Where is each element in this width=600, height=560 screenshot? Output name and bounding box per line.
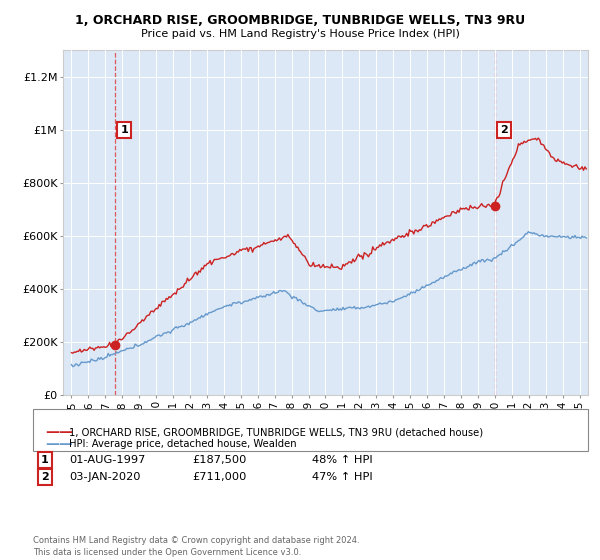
Text: 48% ↑ HPI: 48% ↑ HPI bbox=[312, 455, 373, 465]
Text: Contains HM Land Registry data © Crown copyright and database right 2024.
This d: Contains HM Land Registry data © Crown c… bbox=[33, 536, 359, 557]
Text: Price paid vs. HM Land Registry's House Price Index (HPI): Price paid vs. HM Land Registry's House … bbox=[140, 29, 460, 39]
FancyBboxPatch shape bbox=[33, 409, 588, 451]
Text: 47% ↑ HPI: 47% ↑ HPI bbox=[312, 472, 373, 482]
Text: ——: —— bbox=[45, 437, 73, 450]
Text: ——: —— bbox=[45, 426, 73, 439]
Text: 1: 1 bbox=[120, 125, 128, 135]
Text: HPI: Average price, detached house, Wealden: HPI: Average price, detached house, Weal… bbox=[69, 438, 296, 449]
Text: 2: 2 bbox=[41, 472, 49, 482]
Text: £711,000: £711,000 bbox=[192, 472, 247, 482]
Text: 2: 2 bbox=[500, 125, 508, 135]
Text: 1, ORCHARD RISE, GROOMBRIDGE, TUNBRIDGE WELLS, TN3 9RU (detached house): 1, ORCHARD RISE, GROOMBRIDGE, TUNBRIDGE … bbox=[69, 427, 483, 437]
Text: 1: 1 bbox=[41, 455, 49, 465]
Text: £187,500: £187,500 bbox=[192, 455, 247, 465]
Text: 01-AUG-1997: 01-AUG-1997 bbox=[69, 455, 145, 465]
Text: 1, ORCHARD RISE, GROOMBRIDGE, TUNBRIDGE WELLS, TN3 9RU: 1, ORCHARD RISE, GROOMBRIDGE, TUNBRIDGE … bbox=[75, 14, 525, 27]
Text: 03-JAN-2020: 03-JAN-2020 bbox=[69, 472, 140, 482]
